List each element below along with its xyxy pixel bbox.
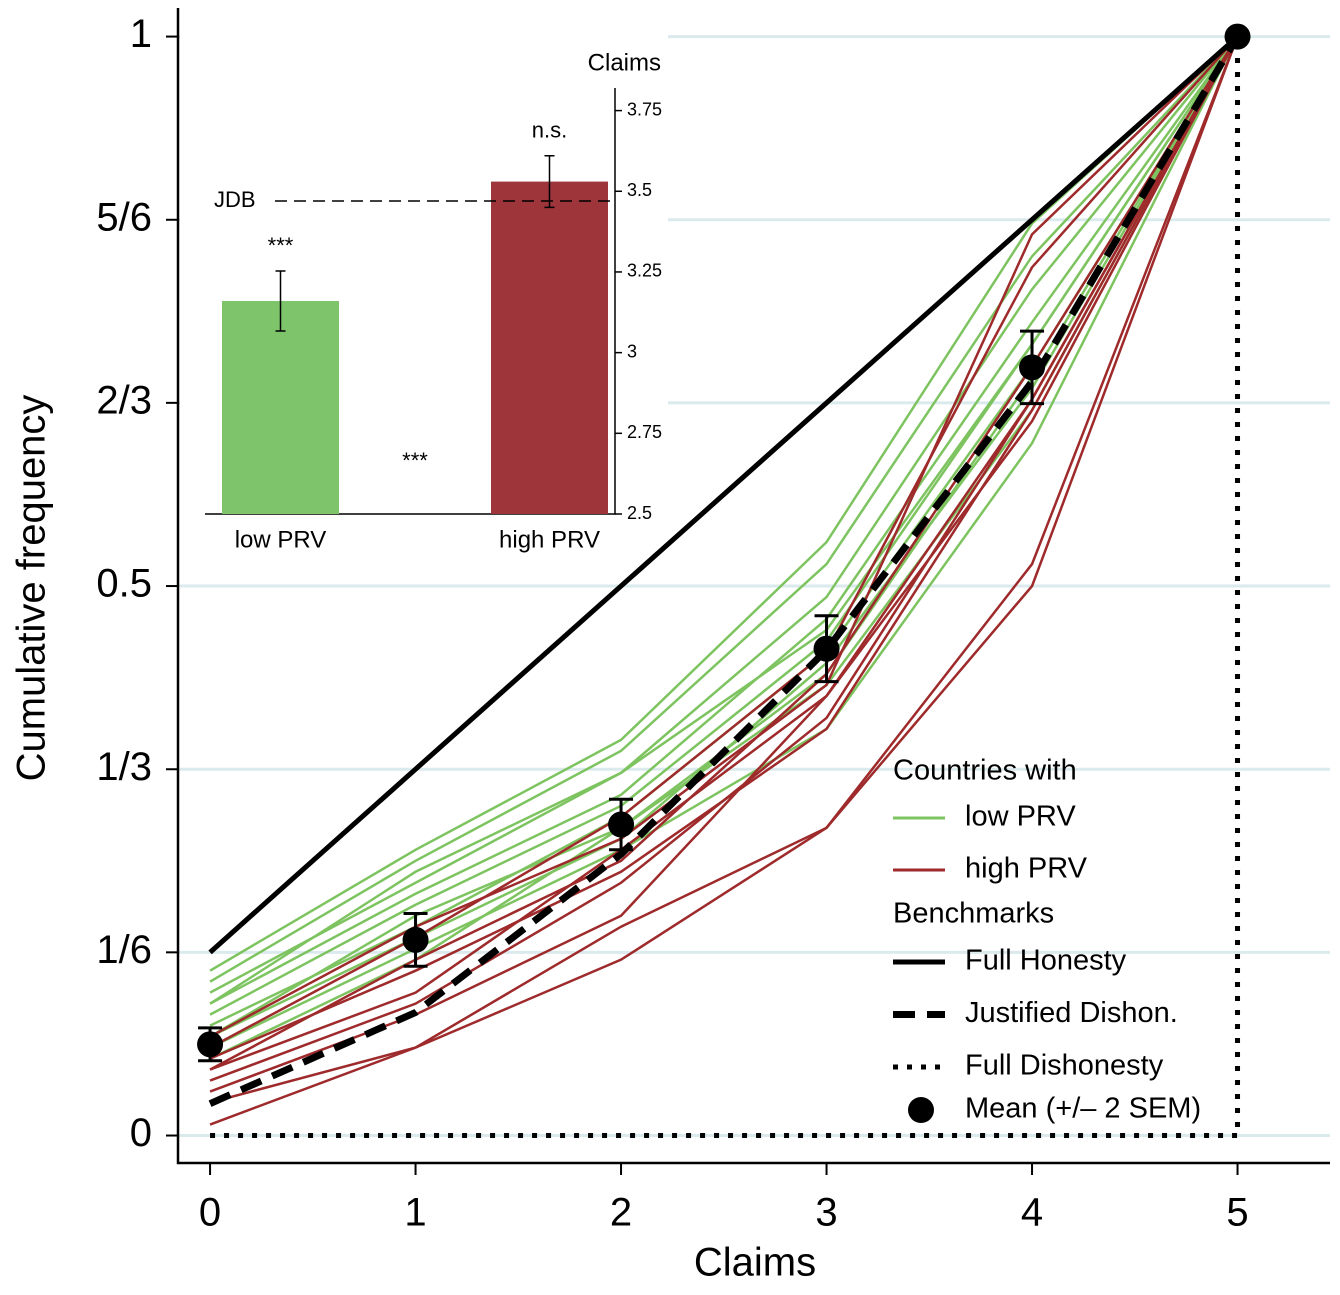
inset-axis-title: Claims bbox=[588, 49, 661, 76]
legend-title: Countries with bbox=[893, 755, 1077, 787]
inset-y-tick-label: 2.75 bbox=[627, 422, 662, 442]
mean-point bbox=[813, 635, 840, 662]
legend-label: low PRV bbox=[965, 801, 1076, 833]
inset-error-bar bbox=[275, 270, 286, 332]
inset-y-tick-label: 3.25 bbox=[627, 261, 662, 281]
mean-point bbox=[1224, 23, 1251, 50]
country-line bbox=[209, 35, 1239, 1038]
y-tick-label: 1/3 bbox=[96, 745, 152, 789]
axes bbox=[176, 8, 1330, 1165]
inset-annotation: *** bbox=[268, 233, 294, 258]
inset-y-tick-label: 3.75 bbox=[627, 99, 662, 119]
inset-bar bbox=[222, 301, 339, 514]
x-tick-label: 4 bbox=[1021, 1191, 1043, 1235]
inset-annotation: n.s. bbox=[532, 118, 567, 143]
country-line bbox=[209, 35, 1239, 994]
x-tick-label: 3 bbox=[815, 1191, 837, 1235]
inset-bar bbox=[491, 181, 608, 514]
x-axis-title: Claims bbox=[694, 1241, 816, 1285]
country-line bbox=[209, 35, 1239, 1005]
legend-label: Mean (+/– 2 SEM) bbox=[965, 1093, 1201, 1125]
country-line bbox=[209, 36, 1239, 1104]
inset-category-label: high PRV bbox=[499, 526, 600, 553]
y-tick-label: 0 bbox=[130, 1111, 152, 1155]
mean-point bbox=[197, 1031, 224, 1058]
inset-y-tick-label: 3 bbox=[627, 341, 637, 361]
legend-swatch bbox=[908, 1097, 934, 1123]
benchmark-line bbox=[208, 34, 1240, 955]
legend-label: Justified Dishon. bbox=[965, 997, 1178, 1029]
benchmark-line bbox=[208, 34, 1241, 1107]
y-tick-label: 2/3 bbox=[96, 378, 152, 422]
y-tick-label: 1/6 bbox=[96, 928, 152, 972]
mean-point bbox=[402, 926, 429, 953]
y-axis-title: Cumulative frequency bbox=[10, 395, 54, 782]
x-tick-label: 1 bbox=[404, 1191, 426, 1235]
country-line bbox=[209, 35, 1239, 1049]
country-line bbox=[209, 35, 1239, 1005]
country-line bbox=[209, 35, 1239, 1060]
inset-error-bar bbox=[544, 155, 555, 209]
inset-category-label: low PRV bbox=[235, 526, 327, 553]
country-line bbox=[209, 35, 1239, 983]
reference-label: JDB bbox=[214, 187, 256, 212]
inset-annotation: *** bbox=[402, 448, 428, 473]
x-tick-label: 5 bbox=[1226, 1191, 1248, 1235]
country-line bbox=[209, 35, 1239, 1071]
legend-label: Full Honesty bbox=[965, 945, 1127, 977]
legend-title: Benchmarks bbox=[893, 898, 1054, 930]
y-tick-label: 0.5 bbox=[96, 562, 152, 606]
legend-label: Full Dishonesty bbox=[965, 1050, 1164, 1082]
country-line bbox=[209, 35, 1239, 1071]
inset-y-tick-label: 3.5 bbox=[627, 180, 652, 200]
mean-point bbox=[1019, 354, 1046, 381]
legend-label: high PRV bbox=[965, 853, 1088, 885]
inset-y-tick-label: 2.5 bbox=[627, 503, 652, 523]
y-tick-label: 5/6 bbox=[96, 195, 152, 239]
country-line bbox=[209, 36, 1239, 1049]
x-tick-label: 0 bbox=[199, 1191, 221, 1235]
mean-point bbox=[608, 811, 635, 838]
x-tick-label: 2 bbox=[610, 1191, 632, 1235]
y-tick-label: 1 bbox=[130, 12, 152, 56]
country-line bbox=[209, 36, 1239, 1126]
